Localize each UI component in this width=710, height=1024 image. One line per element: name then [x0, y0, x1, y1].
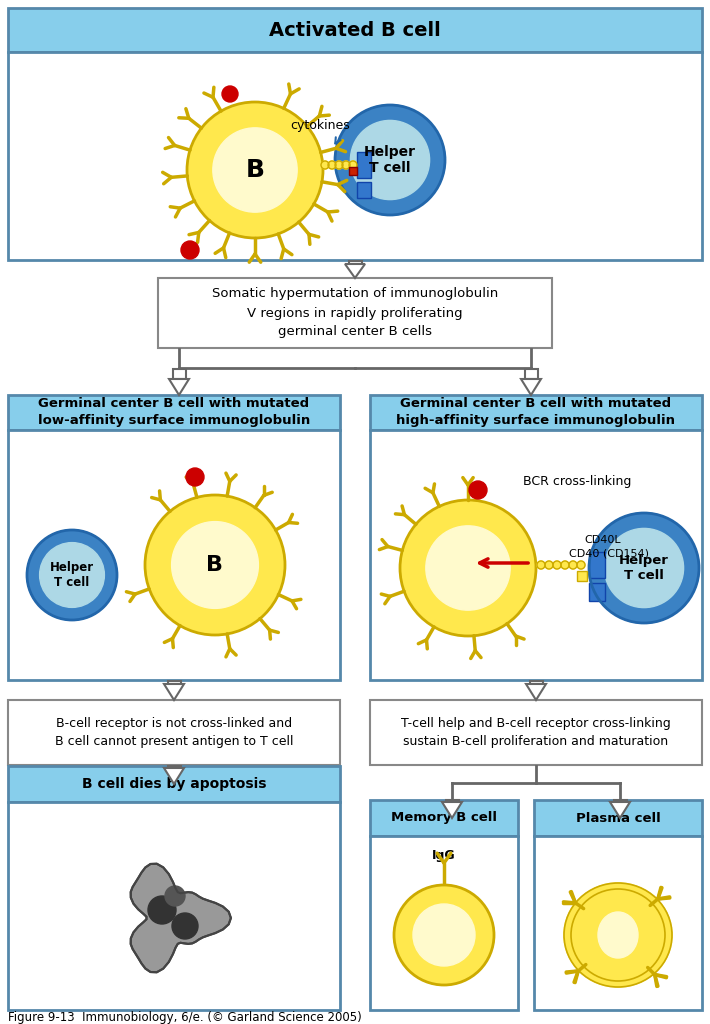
Polygon shape [525, 369, 537, 379]
Circle shape [321, 161, 329, 169]
Polygon shape [530, 681, 542, 684]
Text: Plasma cell: Plasma cell [576, 811, 660, 824]
FancyBboxPatch shape [370, 836, 518, 1010]
FancyBboxPatch shape [8, 700, 340, 765]
Text: Germinal center B cell with mutated
high-affinity surface immunoglobulin: Germinal center B cell with mutated high… [396, 397, 675, 427]
Text: IgG: IgG [432, 849, 456, 861]
Circle shape [589, 513, 699, 623]
Circle shape [181, 241, 199, 259]
FancyBboxPatch shape [349, 167, 357, 175]
Text: Helper
T cell: Helper T cell [619, 554, 669, 582]
Ellipse shape [571, 889, 665, 981]
Polygon shape [169, 379, 189, 395]
Text: cytokines: cytokines [290, 119, 350, 132]
FancyBboxPatch shape [8, 430, 340, 680]
Polygon shape [173, 369, 185, 379]
Circle shape [222, 86, 238, 102]
Text: T-cell help and B-cell receptor cross-linking
sustain B-cell proliferation and m: T-cell help and B-cell receptor cross-li… [401, 718, 671, 749]
Text: Germinal center B cell with mutated
low-affinity surface immunoglobulin: Germinal center B cell with mutated low-… [38, 397, 310, 427]
Polygon shape [164, 768, 184, 784]
Text: Helper
T cell: Helper T cell [364, 145, 416, 175]
Polygon shape [610, 802, 630, 818]
Circle shape [561, 561, 569, 569]
FancyBboxPatch shape [534, 836, 702, 1010]
Circle shape [545, 561, 553, 569]
Circle shape [349, 161, 357, 169]
Polygon shape [349, 261, 361, 264]
FancyBboxPatch shape [8, 52, 702, 260]
Circle shape [426, 526, 510, 610]
Polygon shape [168, 681, 180, 684]
Circle shape [40, 543, 104, 607]
Circle shape [413, 904, 475, 966]
Polygon shape [345, 264, 365, 278]
Circle shape [569, 561, 577, 569]
Text: B-cell receptor is not cross-linked and
B cell cannot present antigen to T cell: B-cell receptor is not cross-linked and … [55, 718, 293, 749]
Circle shape [335, 105, 445, 215]
Circle shape [577, 561, 585, 569]
Ellipse shape [585, 901, 651, 969]
Text: B: B [246, 158, 265, 182]
FancyBboxPatch shape [370, 700, 702, 765]
Text: CD40L: CD40L [584, 535, 621, 545]
Circle shape [537, 561, 545, 569]
Circle shape [394, 885, 494, 985]
Circle shape [148, 896, 176, 924]
Text: Helper
T cell: Helper T cell [50, 561, 94, 589]
FancyBboxPatch shape [589, 552, 605, 578]
Circle shape [553, 561, 561, 569]
Polygon shape [168, 766, 180, 768]
FancyBboxPatch shape [158, 278, 552, 348]
Circle shape [172, 521, 258, 608]
Ellipse shape [564, 883, 672, 987]
Polygon shape [442, 802, 462, 818]
Circle shape [186, 468, 204, 486]
FancyBboxPatch shape [589, 583, 605, 601]
FancyBboxPatch shape [8, 395, 340, 430]
FancyBboxPatch shape [370, 395, 702, 430]
Circle shape [604, 528, 684, 607]
Polygon shape [164, 684, 184, 700]
Circle shape [27, 530, 117, 620]
FancyBboxPatch shape [357, 152, 371, 178]
Text: Activated B cell: Activated B cell [269, 20, 441, 40]
Polygon shape [445, 800, 459, 802]
FancyBboxPatch shape [8, 766, 340, 802]
FancyBboxPatch shape [370, 430, 702, 680]
Circle shape [213, 128, 297, 212]
FancyBboxPatch shape [577, 571, 587, 581]
Circle shape [351, 121, 430, 200]
Circle shape [335, 161, 343, 169]
Text: Memory B cell: Memory B cell [391, 811, 497, 824]
Polygon shape [526, 684, 546, 700]
Circle shape [165, 886, 185, 906]
Text: CD40 (CD154): CD40 (CD154) [569, 548, 649, 558]
Polygon shape [521, 379, 541, 395]
Circle shape [400, 500, 536, 636]
Circle shape [328, 161, 336, 169]
Ellipse shape [578, 895, 658, 975]
FancyBboxPatch shape [8, 8, 702, 52]
FancyBboxPatch shape [357, 182, 371, 198]
Text: B cell dies by apoptosis: B cell dies by apoptosis [82, 777, 266, 791]
Circle shape [469, 481, 487, 499]
Polygon shape [613, 800, 626, 802]
FancyBboxPatch shape [534, 800, 702, 836]
Ellipse shape [598, 912, 638, 958]
Circle shape [145, 495, 285, 635]
FancyBboxPatch shape [370, 800, 518, 836]
FancyBboxPatch shape [8, 802, 340, 1010]
Text: Figure 9-13  Immunobiology, 6/e. (© Garland Science 2005): Figure 9-13 Immunobiology, 6/e. (© Garla… [8, 1012, 362, 1024]
Ellipse shape [592, 907, 644, 963]
Circle shape [172, 913, 198, 939]
Text: BCR cross-linking: BCR cross-linking [523, 475, 631, 488]
Text: Somatic hypermutation of immunoglobulin
V regions in rapidly proliferating
germi: Somatic hypermutation of immunoglobulin … [212, 288, 498, 339]
Circle shape [187, 102, 323, 238]
Text: B: B [207, 555, 224, 575]
Polygon shape [131, 863, 231, 972]
Circle shape [342, 161, 350, 169]
